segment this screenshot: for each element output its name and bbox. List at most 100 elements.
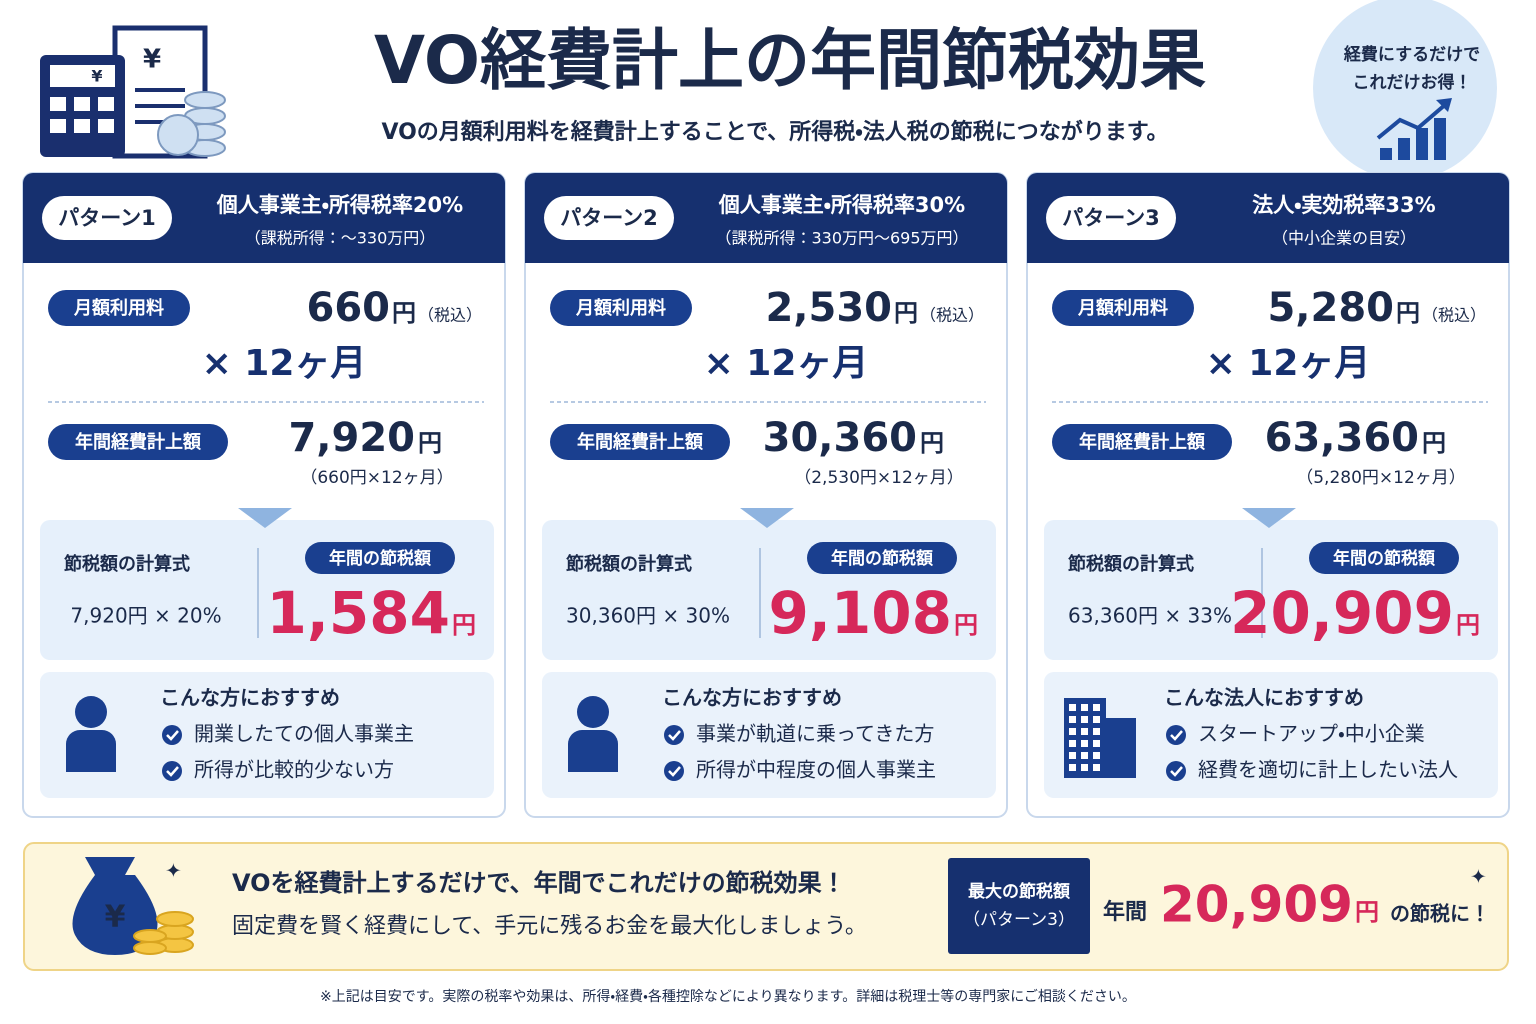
pattern-pill bbox=[42, 196, 172, 240]
window bbox=[1093, 764, 1100, 771]
label-pill bbox=[1052, 424, 1232, 460]
label-pill bbox=[807, 542, 957, 574]
recommend-item: スタートアップ・中小企業 bbox=[1198, 722, 1425, 746]
saving-amount: 1,584 bbox=[267, 579, 450, 647]
saving-amount: 20,909 bbox=[1230, 579, 1454, 647]
yen: 円 bbox=[418, 429, 442, 457]
svg-text:¥: ¥ bbox=[105, 900, 126, 935]
recommend-item: 開業したての個人事業主 bbox=[194, 722, 414, 746]
formula: 63,360円 × 33% bbox=[1068, 604, 1232, 628]
pattern-card: パターン2 個人事業主・所得税率30% （課税所得：330万円〜695万円） 月額利用… bbox=[524, 172, 1008, 818]
person-head bbox=[75, 696, 107, 728]
pattern-title: 個人事業主・所得税率30% bbox=[718, 193, 965, 217]
annual-label: 年間経費計上額 bbox=[1079, 431, 1206, 453]
annual-label: 年間経費計上額 bbox=[577, 431, 704, 453]
pattern-title: 法人・実効税率33% bbox=[1252, 193, 1435, 217]
check bbox=[1166, 725, 1186, 745]
badge-icon bbox=[1376, 98, 1452, 160]
card-header bbox=[525, 173, 1007, 263]
window bbox=[1081, 704, 1088, 711]
header-icon: ¥ ¥ bbox=[40, 25, 226, 159]
check-mark bbox=[166, 730, 179, 741]
formula-label: 節税額の計算式 bbox=[566, 553, 692, 575]
card-header bbox=[23, 173, 505, 263]
recommend-icon bbox=[1064, 698, 1136, 778]
tax-included: （税込） bbox=[1422, 306, 1486, 325]
person-body bbox=[568, 730, 618, 772]
window bbox=[1093, 728, 1100, 735]
card-header bbox=[1027, 173, 1509, 263]
monthly-amount: 660 bbox=[307, 285, 391, 331]
svg-text:✦: ✦ bbox=[165, 859, 182, 883]
yen: 円 bbox=[392, 299, 416, 327]
annual-note: （660円×12ヶ月） bbox=[300, 468, 453, 488]
pattern-note: （課税所得：330万円〜695万円） bbox=[715, 229, 968, 248]
monthly-amount: 5,280 bbox=[1267, 285, 1394, 331]
monthly-label: 月額利用料 bbox=[1077, 297, 1168, 319]
arrow bbox=[1242, 508, 1296, 528]
monthly-label: 月額利用料 bbox=[73, 297, 164, 319]
recommend-icon bbox=[66, 696, 116, 772]
saving-label: 年間の節税額 bbox=[831, 548, 934, 569]
badge-text: これだけお得！ bbox=[1353, 72, 1472, 93]
annual-amount: 30,360 bbox=[763, 415, 917, 461]
formula: 7,920円 × 20% bbox=[70, 604, 221, 628]
annual-amount: 63,360 bbox=[1265, 415, 1419, 461]
multiplier: × 12ヶ月 bbox=[202, 343, 367, 384]
max-label: （パターン3） bbox=[963, 910, 1075, 930]
check bbox=[1166, 761, 1186, 781]
recommend-icon bbox=[568, 696, 618, 772]
banner-headline: VOを経費計上するだけで、年間でこれだけの節税効果！ bbox=[232, 869, 846, 897]
saving-label: 年間の節税額 bbox=[1333, 548, 1436, 569]
yen: 円 bbox=[1456, 611, 1480, 639]
banner bbox=[23, 842, 1509, 971]
label-pill bbox=[1052, 290, 1194, 326]
banner-amount: 20,909 bbox=[1160, 876, 1353, 934]
check bbox=[664, 725, 684, 745]
monthly-amount: 2,530 bbox=[765, 285, 892, 331]
max-box bbox=[948, 858, 1090, 954]
saving-amount: 9,108 bbox=[769, 579, 952, 647]
window bbox=[1069, 716, 1076, 723]
recommend-title: こんな方におすすめ bbox=[160, 686, 340, 710]
window bbox=[1081, 740, 1088, 747]
subtitle: VOの月額利用料を経費計上することで、所得税・法人税の節税につながります。 bbox=[381, 119, 1168, 145]
svg-text:✦: ✦ bbox=[1470, 865, 1487, 889]
window bbox=[1081, 764, 1088, 771]
label-pill bbox=[48, 290, 190, 326]
window bbox=[1069, 728, 1076, 735]
window bbox=[1081, 728, 1088, 735]
formula-label: 節税額の計算式 bbox=[64, 553, 190, 575]
saving-label: 年間の節税額 bbox=[329, 548, 432, 569]
recommend-item: 所得が比較的少ない方 bbox=[194, 758, 394, 782]
pattern-note: （課税所得：〜330万円） bbox=[245, 229, 436, 248]
formula: 30,360円 × 30% bbox=[566, 604, 730, 628]
person-head bbox=[577, 696, 609, 728]
yen: 円 bbox=[920, 429, 944, 457]
window bbox=[1069, 740, 1076, 747]
label-pill bbox=[305, 542, 455, 574]
formula-label: 節税額の計算式 bbox=[1068, 553, 1194, 575]
recommend-title: こんな法人におすすめ bbox=[1164, 686, 1364, 710]
check bbox=[162, 761, 182, 781]
money-bag-icon: ¥ ✦ ✦ bbox=[72, 857, 1487, 955]
monthly-label: 月額利用料 bbox=[575, 297, 666, 319]
check-mark bbox=[1170, 730, 1183, 741]
window bbox=[1069, 764, 1076, 771]
label-pill bbox=[1309, 542, 1459, 574]
footnote: ※上記は目安です。実際の税率や効果は、所得・経費・各種控除などにより異なります。… bbox=[320, 988, 1136, 1005]
arrow bbox=[238, 508, 292, 528]
pattern-title: 個人事業主・所得税率20% bbox=[216, 193, 463, 217]
multiplier: × 12ヶ月 bbox=[704, 343, 869, 384]
badge bbox=[1313, 0, 1497, 180]
pattern-label: パターン3 bbox=[1062, 206, 1160, 230]
banner-prefix: 年間 bbox=[1103, 899, 1147, 925]
annual-amount: 7,920 bbox=[288, 415, 415, 461]
annual-label: 年間経費計上額 bbox=[75, 431, 202, 453]
yen: 円 bbox=[894, 299, 918, 327]
check bbox=[664, 761, 684, 781]
